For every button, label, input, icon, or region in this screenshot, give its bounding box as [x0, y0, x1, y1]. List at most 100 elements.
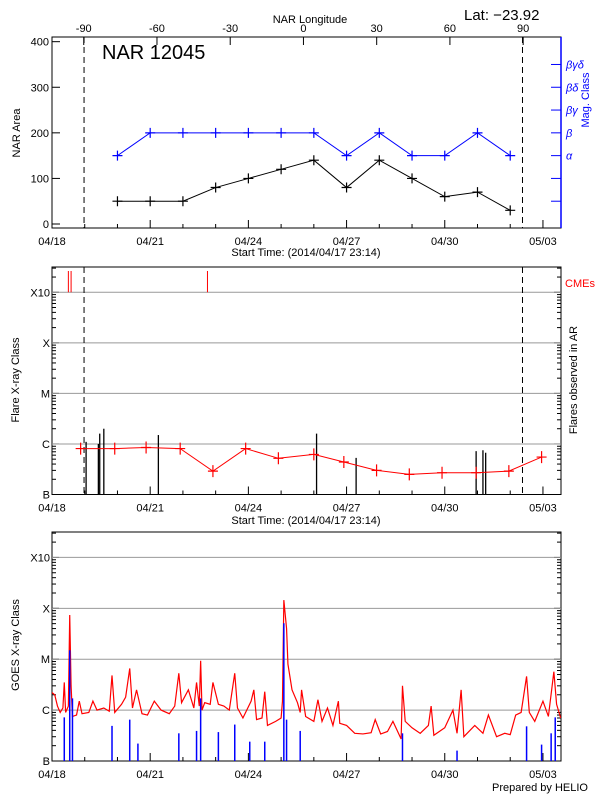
y-tick-label: B: [43, 756, 50, 768]
flare-average-point: [240, 442, 251, 455]
flare-average-point: [109, 442, 120, 455]
mag-class-point: [276, 127, 287, 138]
y-tick-label: 300: [31, 82, 49, 94]
mag-class-point: [210, 127, 221, 138]
y-tick-label: X: [43, 603, 51, 615]
x-tick-label: 04/18: [38, 769, 66, 781]
y-tick-label: 100: [31, 173, 49, 185]
plot-frame-panel3: [51, 531, 562, 762]
mag-class-point: [374, 127, 385, 138]
x-tick-label: 04/30: [431, 769, 459, 781]
y-axis-label-flare-class: Flare X-ray Class: [10, 337, 22, 422]
x-tick-label: 04/30: [431, 236, 459, 248]
x-tick-label: 04/21: [136, 236, 164, 248]
area-point: [210, 182, 221, 193]
x-tick-label: 04/18: [38, 236, 66, 248]
x-tick-label: 05/03: [529, 236, 557, 248]
area-point: [505, 205, 516, 216]
goes-layer: [52, 600, 561, 761]
y-tick-label: 200: [31, 128, 49, 140]
y-tick-label: 0: [43, 219, 49, 231]
mag-class-point: [308, 127, 319, 138]
x-tick-label: 04/27: [333, 503, 361, 515]
area-point: [276, 164, 287, 175]
flare-average-point: [437, 466, 448, 479]
flare-average-point: [207, 465, 218, 478]
area-point: [407, 173, 418, 184]
longitude-tick-label: -60: [149, 23, 165, 35]
plot-frame-panel2: [51, 266, 562, 495]
area-point: [177, 196, 188, 207]
flare-average-point: [273, 452, 284, 465]
latitude-label: Lat: −23.92: [464, 7, 539, 24]
mag-class-tick-label: β: [565, 128, 573, 140]
longitude-tick-label: 90: [517, 23, 529, 35]
y-axis-label-area: NAR Area: [11, 108, 23, 158]
flare-average-line: [80, 447, 542, 475]
x-axis-label-panel1: Start Time: (2014/04/17 23:14): [231, 247, 380, 259]
y-tick-label: M: [41, 654, 50, 666]
x-tick-label: 04/27: [333, 236, 361, 248]
longitude-tick-label: 30: [371, 23, 383, 35]
flare-average-point: [308, 448, 319, 461]
y-tick-label: 400: [31, 37, 49, 49]
x-tick-label: 04/30: [431, 503, 459, 515]
mag-class-point: [472, 127, 483, 138]
longitude-tick-label: 60: [444, 23, 456, 35]
mag-class-point: [145, 127, 156, 138]
flare-average-point: [141, 441, 152, 454]
y-axis-label-flares-in-ar: Flares observed in AR: [568, 326, 580, 434]
y-tick-label: C: [42, 439, 50, 451]
mag-class-point: [112, 150, 123, 161]
y-axis-label-mag-class: Mag. Class: [580, 72, 592, 128]
flare-average-point: [536, 451, 547, 464]
flare-average-point: [503, 465, 514, 478]
y-tick-label: X: [43, 338, 51, 350]
x-tick-label: 04/18: [38, 503, 66, 515]
flare-average-point: [338, 455, 349, 468]
y-axis-label-goes-class: GOES X-ray Class: [10, 599, 22, 691]
goes-long-channel-line: [52, 600, 561, 740]
area-point: [145, 196, 156, 207]
x-tick-label: 04/24: [235, 236, 263, 248]
top-axis-label: NAR Longitude: [273, 14, 348, 26]
prepared-by-footer: Prepared by HELIO: [492, 782, 588, 794]
area-point: [472, 187, 483, 198]
x-tick-label: 05/03: [529, 769, 557, 781]
flare-average-point: [471, 466, 482, 479]
x-tick-label: 05/03: [529, 503, 557, 515]
mag-class-point: [439, 150, 450, 161]
flare-average-point: [75, 442, 86, 455]
longitude-tick-label: 0: [300, 23, 306, 35]
flare-average-point: [404, 468, 415, 481]
area-point: [374, 155, 385, 166]
mag-class-series: [112, 127, 516, 161]
chart-title: NAR 12045: [102, 42, 205, 64]
y-tick-label: X10: [30, 552, 50, 564]
nar-area-series-line: [117, 159, 511, 211]
x-tick-label: 04/27: [333, 769, 361, 781]
mag-class-point: [243, 127, 254, 138]
y-tick-label: C: [42, 705, 50, 717]
flare-average-point: [371, 464, 382, 477]
mag-class-tick-label: βδ: [565, 82, 579, 94]
mag-class-point: [177, 127, 188, 138]
flare-layer: [67, 271, 547, 495]
x-tick-label: 04/24: [235, 503, 263, 515]
longitude-tick-label: -30: [222, 23, 238, 35]
area-point: [439, 191, 450, 202]
y-tick-label: X10: [30, 287, 50, 299]
nar-area-series: [112, 155, 516, 216]
mag-class-point: [407, 150, 418, 161]
mag-class-tick-label: βγδ: [565, 59, 585, 71]
x-tick-label: 04/21: [136, 503, 164, 515]
mag-class-point: [341, 150, 352, 161]
area-point: [112, 196, 123, 207]
mag-class-tick-label: α: [566, 151, 573, 163]
x-axis-label-panel2: Start Time: (2014/04/17 23:14): [231, 515, 380, 527]
x-tick-label: 04/21: [136, 769, 164, 781]
flare-average-point: [175, 442, 186, 455]
area-point: [308, 155, 319, 166]
